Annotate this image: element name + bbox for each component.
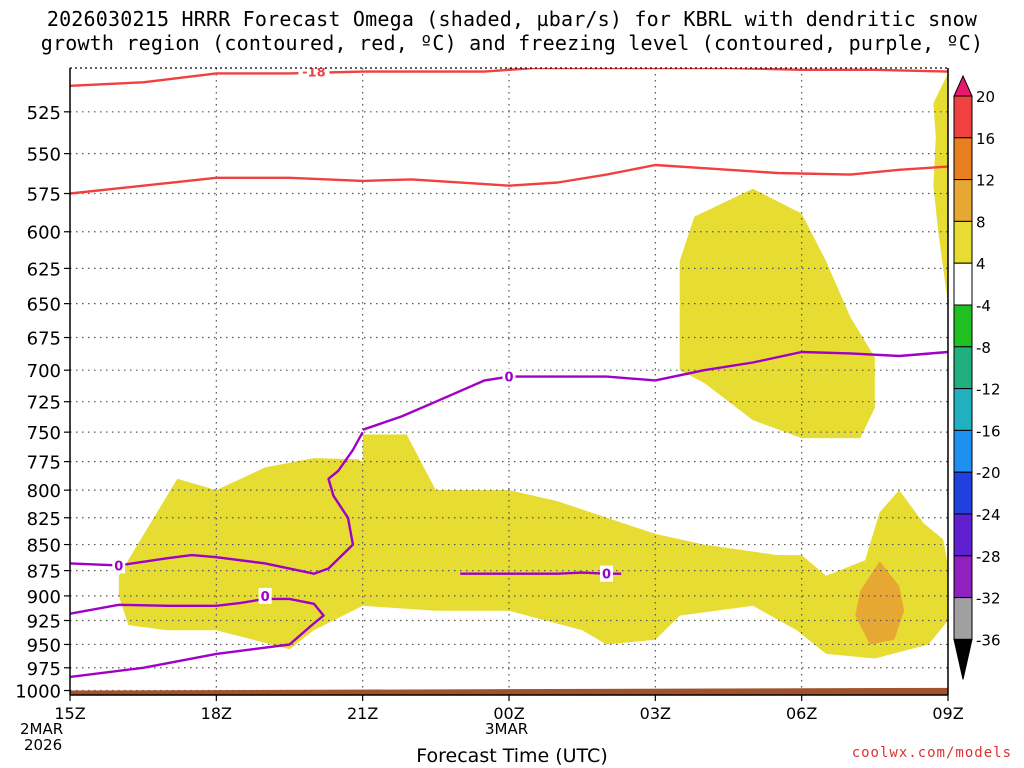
terrain-surface	[70, 687, 948, 695]
x-tick-label: 18Z	[201, 704, 232, 723]
colorbar-tick-label: -36	[976, 631, 1001, 649]
colorbar-box	[953, 95, 973, 139]
y-tick-label: 650	[27, 295, 61, 316]
y-tick-label: 700	[27, 361, 61, 382]
contour-label: 0	[114, 559, 123, 574]
credit-text: coolwx.com/models	[851, 745, 1012, 761]
x-tick-label: 06Z	[786, 704, 817, 723]
contour-label-bg	[258, 587, 272, 604]
omega-region-0	[118, 434, 948, 659]
colorbar-box	[953, 429, 973, 473]
colorbar-tick-label: -8	[976, 339, 991, 357]
contour-label: -18	[302, 66, 326, 81]
dgz-contour-1	[70, 163, 948, 195]
x-tick-label: 15Z	[54, 704, 85, 723]
y-tick-label: 975	[27, 659, 61, 680]
y-tick-label: 875	[27, 562, 61, 583]
y-tick-label: 1000	[15, 682, 61, 703]
chart-title-line2: growth region (contoured, red, ºC) and f…	[40, 31, 984, 55]
colorbar-box	[953, 179, 973, 222]
dgz-contour-0	[70, 68, 948, 87]
colorbar-box	[953, 262, 973, 306]
start-day-label: 2MAR	[20, 720, 64, 738]
x-tick-label: 03Z	[640, 704, 671, 723]
colorbar-box	[953, 137, 973, 181]
colorbar-box	[953, 346, 973, 390]
y-tick-label: 925	[27, 612, 61, 633]
contour-label-bg	[600, 565, 614, 582]
y-tick-label: 600	[27, 223, 61, 244]
colorbar-box	[953, 220, 973, 264]
y-tick-label: 825	[27, 509, 61, 530]
colorbar-tick-label: 12	[976, 172, 995, 190]
contour-label-bg	[112, 557, 126, 574]
contour-label: 0	[602, 568, 611, 583]
start-year-label: 2026	[24, 736, 63, 754]
omega-region-3	[855, 561, 905, 645]
y-tick-label: 550	[27, 145, 61, 166]
colorbar-tick-label: -16	[976, 422, 1001, 440]
freezing-contour-4	[70, 597, 325, 679]
y-tick-label: 675	[27, 329, 61, 350]
x-axis-title: Forecast Time (UTC)	[416, 745, 608, 767]
y-tick-label: 775	[27, 453, 61, 474]
freezing-contour-3	[70, 431, 364, 575]
colorbar-tick-label: -12	[976, 381, 1001, 399]
contour-label: 0	[504, 371, 513, 386]
colorbar-box	[953, 513, 973, 557]
colorbar-tick-label: 16	[976, 130, 995, 148]
colorbar-tick-label: -20	[976, 464, 1001, 482]
colorbar-tick-label: -24	[976, 506, 1001, 524]
y-tick-label: 850	[27, 536, 61, 557]
y-tick-label: 950	[27, 635, 61, 656]
colorbar-tick-label: 20	[976, 88, 995, 106]
chart-title-line1: 2026030215 HRRR Forecast Omega (shaded, …	[46, 7, 978, 31]
freezing-contour-5	[460, 571, 622, 575]
y-tick-label: 625	[27, 259, 61, 280]
y-tick-label: 575	[27, 185, 61, 206]
x-tick-label: 21Z	[347, 704, 378, 723]
omega-region-2	[933, 73, 948, 304]
colorbar-bottom-arrow	[953, 638, 973, 680]
colorbar-box	[953, 388, 973, 431]
colorbar-tick-label: 4	[976, 255, 986, 273]
y-tick-label: 800	[27, 481, 61, 502]
colorbar-tick-label: -32	[976, 590, 1001, 608]
y-tick-label: 525	[27, 103, 61, 124]
colorbar-box	[953, 304, 973, 348]
contour-label-bg	[298, 68, 330, 80]
x-tick-label: 09Z	[932, 704, 963, 723]
plot-area: -18 0 0 0 0	[70, 66, 948, 695]
colorbar-box	[953, 555, 973, 599]
contour-label: 0	[261, 590, 270, 605]
x-tick-label: 00Z	[493, 704, 524, 723]
colorbar-top-arrow	[953, 74, 973, 97]
colorbar-box	[953, 471, 973, 515]
contour-label-bg	[502, 368, 516, 385]
colorbar-box	[953, 597, 973, 640]
y-tick-label: 750	[27, 423, 61, 444]
colorbar-tick-label: -28	[976, 548, 1001, 566]
mid-day-label: 3MAR	[485, 720, 529, 738]
colorbar-tick-label: -4	[976, 297, 991, 315]
colorbar-tick-label: 8	[976, 213, 986, 231]
omega-region-1	[679, 188, 875, 439]
freezing-contour-2	[362, 350, 948, 431]
y-tick-label: 900	[27, 587, 61, 608]
y-tick-label: 725	[27, 393, 61, 414]
